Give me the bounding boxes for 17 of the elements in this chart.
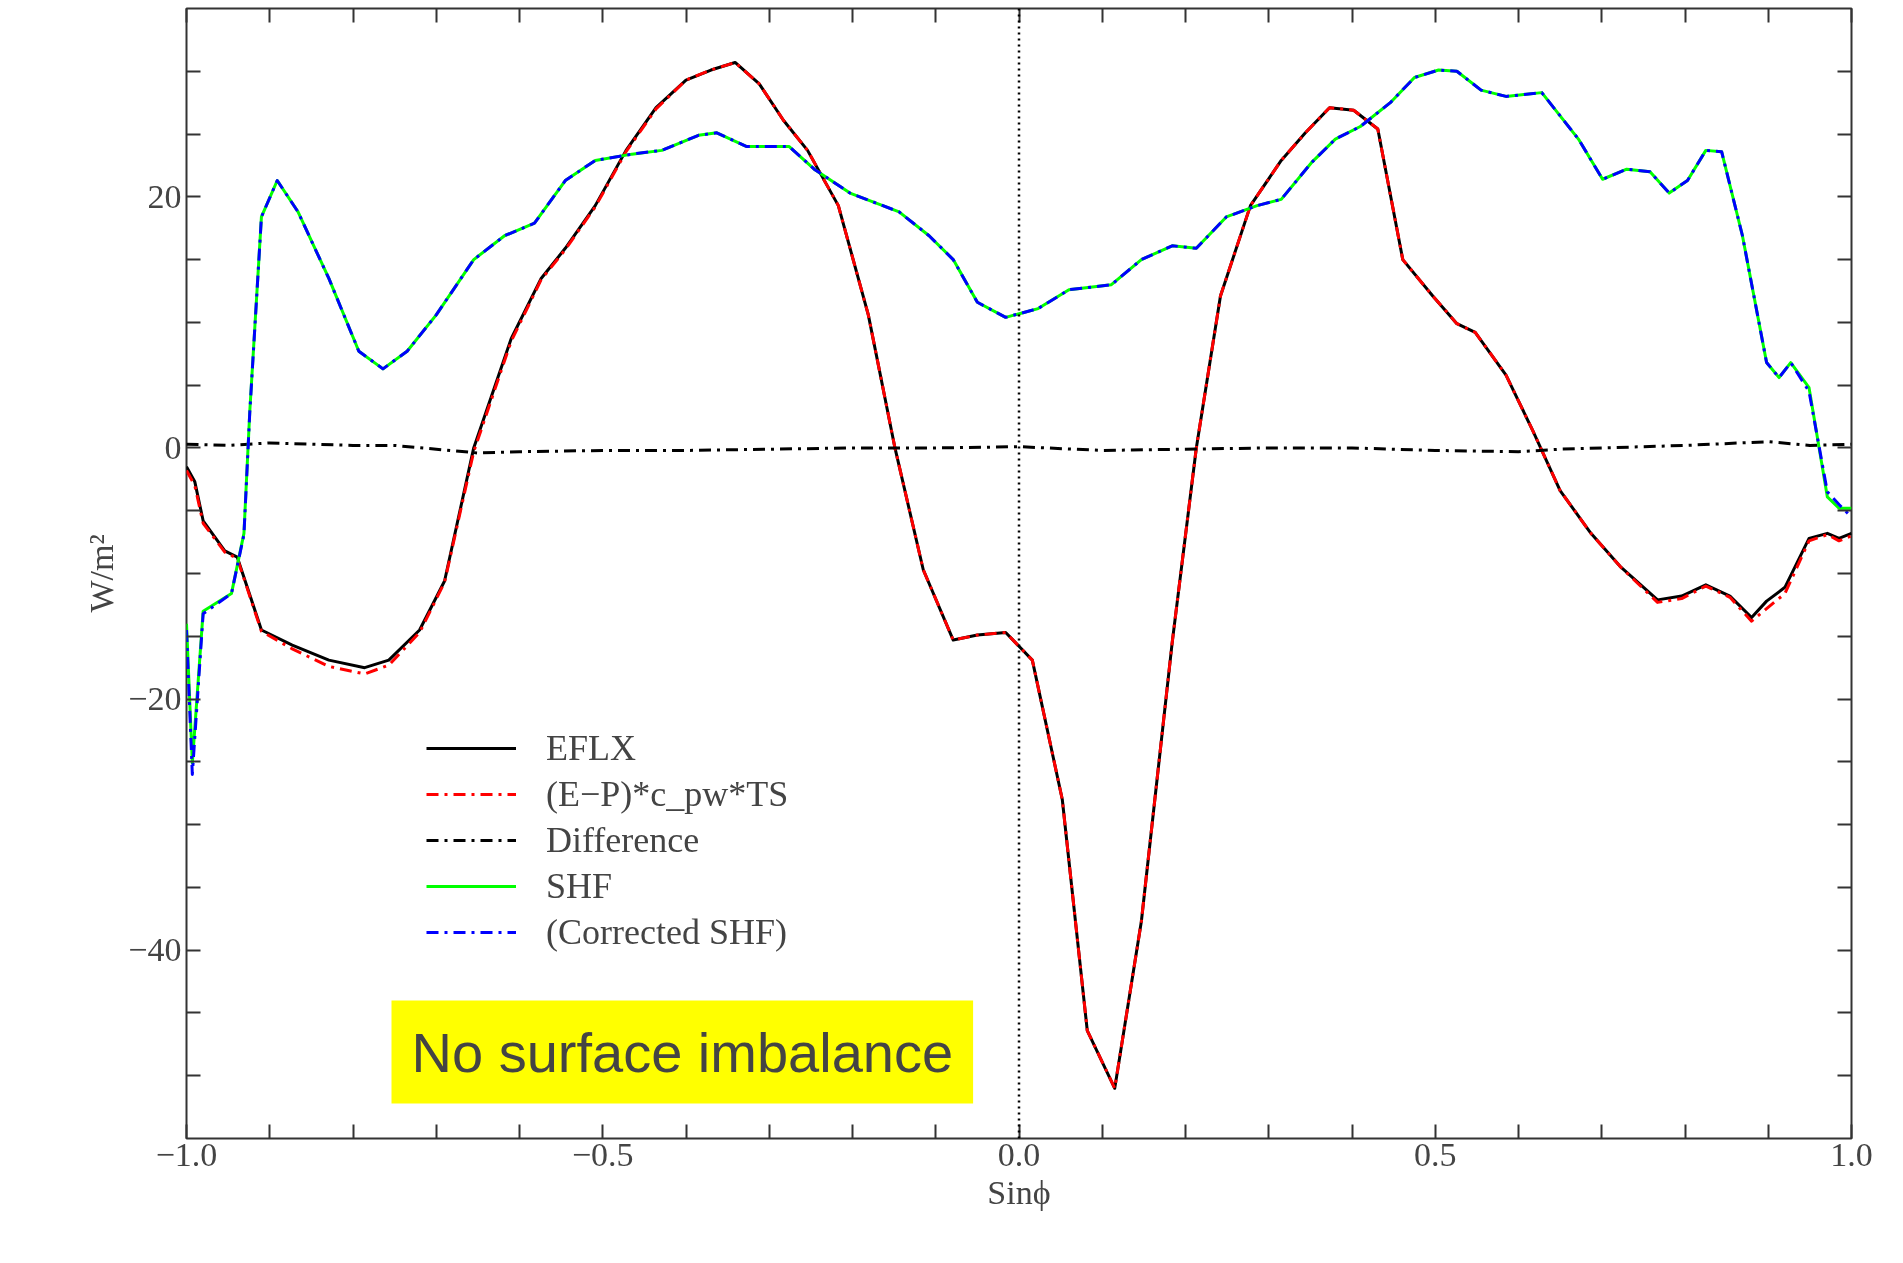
legend-label: (E−P)*c_pw*TS: [546, 773, 789, 815]
y-tick-label: −40: [128, 931, 182, 969]
legend-label: Difference: [546, 819, 700, 861]
legend-label: SHF: [546, 865, 613, 907]
y-tick-label: 0: [164, 428, 182, 466]
annotation: No surface imbalance: [411, 1020, 954, 1084]
x-tick-label: −1.0: [155, 1135, 218, 1173]
y-tick-label: −20: [128, 680, 182, 718]
y-axis-title: W/m²: [83, 534, 121, 613]
x-tick-label: 0.0: [997, 1135, 1041, 1173]
x-tick-label: 1.0: [1830, 1135, 1873, 1173]
y-tick-label: 20: [147, 177, 182, 215]
legend-label: (Corrected SHF): [546, 911, 787, 953]
x-tick-label: 0.5: [1414, 1135, 1457, 1173]
x-tick-label: −0.5: [571, 1135, 634, 1173]
legend-label: EFLX: [546, 727, 636, 769]
x-axis-title: Sinϕ: [987, 1173, 1051, 1211]
